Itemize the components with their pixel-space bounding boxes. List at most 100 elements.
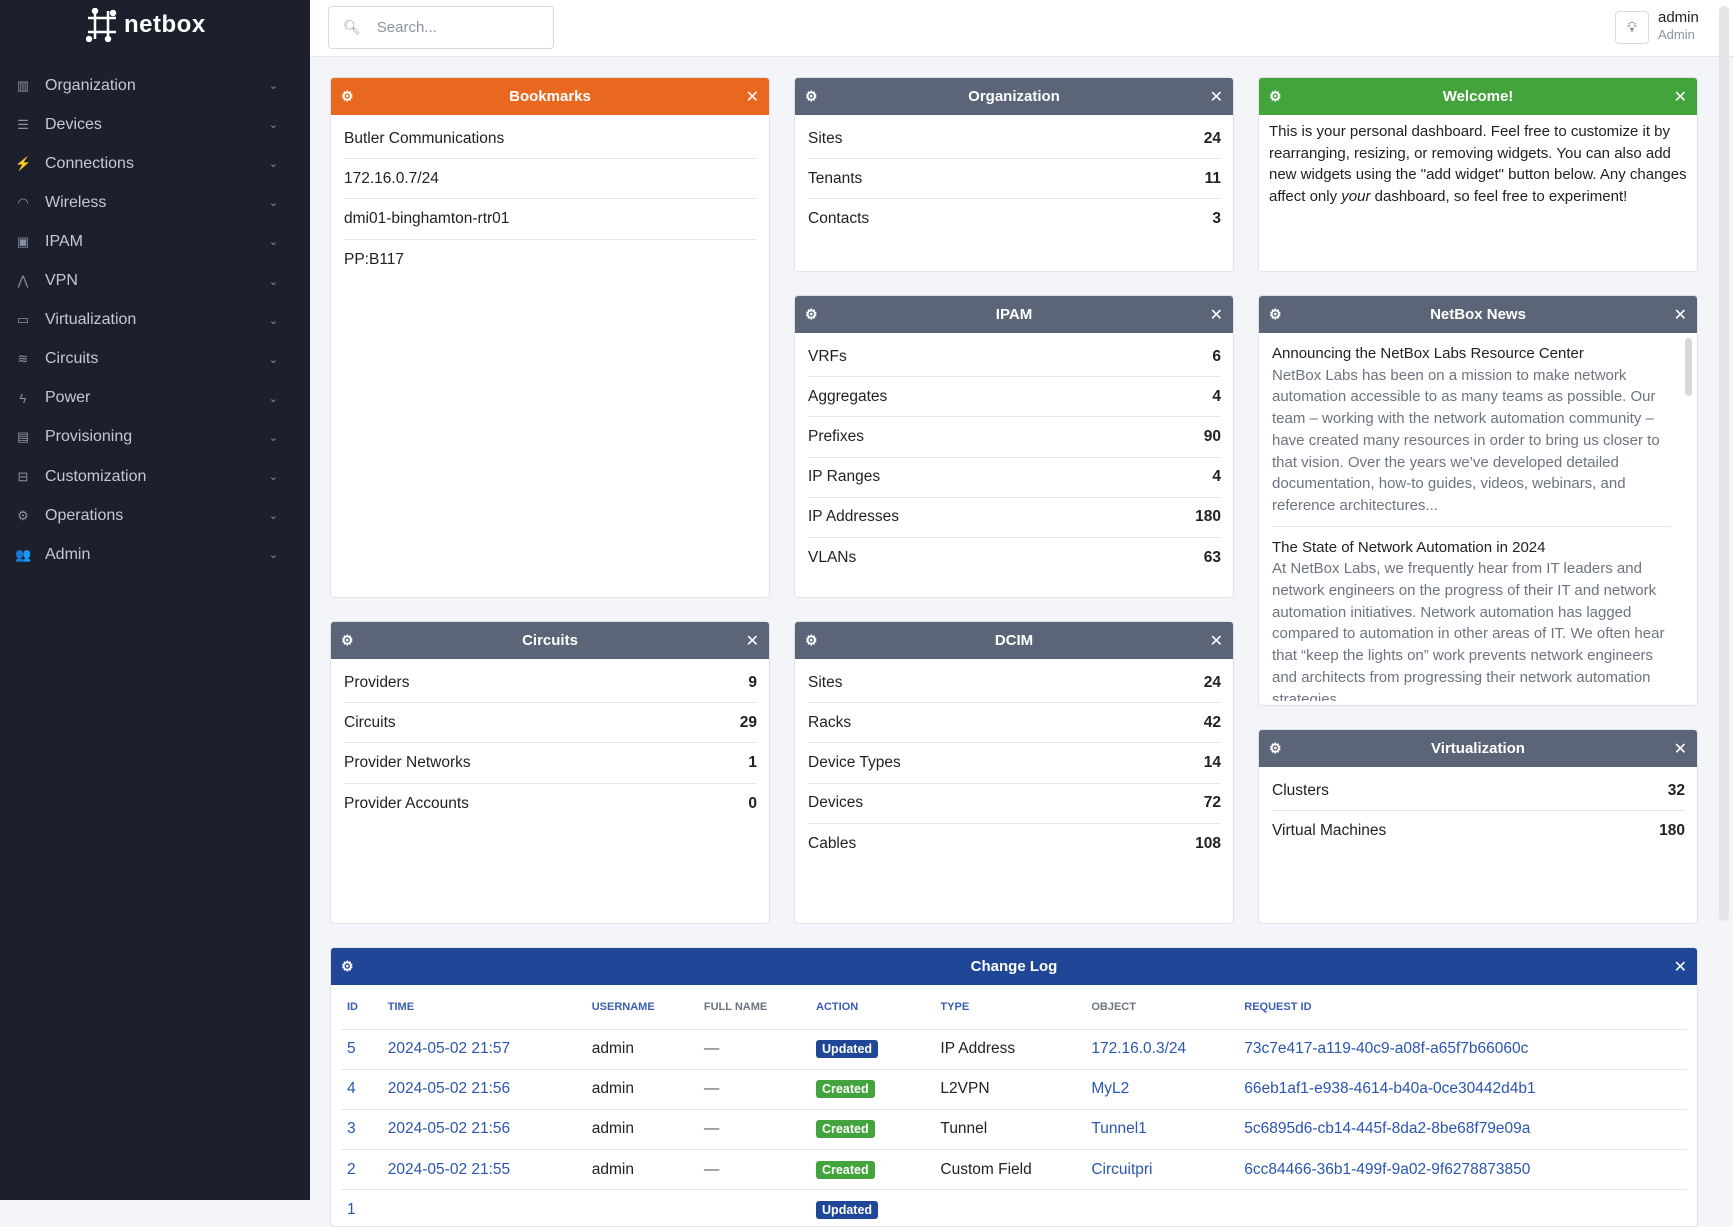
stat-label[interactable]: Provider Accounts	[344, 794, 469, 812]
netbox-logo[interactable]: netbox	[86, 8, 206, 42]
chevron-down-icon[interactable]: ⌄	[268, 275, 278, 288]
table-row[interactable]: 2 2024-05-02 21:55 admin — Created Custom Fie…	[341, 1149, 1687, 1191]
sidebar-item-ipam[interactable]: ▣ IPAM ⌄	[0, 222, 310, 261]
stat-row[interactable]: Tenants 11	[808, 159, 1221, 200]
chevron-down-icon[interactable]: ⌄	[268, 158, 278, 171]
sidebar-item-connections[interactable]: ⚡ Connections ⌄	[0, 144, 310, 183]
gear-icon[interactable]: ⚙	[341, 958, 354, 974]
table-row[interactable]: 5 2024-05-02 21:57 admin — Updated IP Address…	[341, 1029, 1687, 1070]
news-scrollbar[interactable]	[1685, 338, 1692, 396]
stat-label[interactable]: Virtual Machines	[1272, 822, 1387, 840]
widget-header[interactable]: ⚙ Bookmarks ✕	[331, 78, 769, 115]
chevron-down-icon[interactable]: ⌄	[268, 119, 278, 132]
stat-row[interactable]: Aggregates 4	[808, 377, 1221, 418]
cell-request-id[interactable]: 6cc84466-36b1-499f-9a02-9f6278873850	[1238, 1149, 1687, 1191]
stat-label[interactable]: Circuits	[344, 713, 396, 731]
cell-time[interactable]: 2024-05-02 21:56	[381, 1109, 586, 1151]
cell-object[interactable]: Tunnel1	[1085, 1109, 1239, 1151]
cell-time[interactable]: 2024-05-02 21:56	[381, 1069, 586, 1110]
stat-row[interactable]: IP Ranges 4	[808, 458, 1221, 498]
cell-id[interactable]: 2	[341, 1149, 382, 1191]
cell-time[interactable]: 2024-05-02 21:55	[381, 1149, 586, 1191]
bookmark-item[interactable]: 172.16.0.7/24	[344, 159, 757, 200]
stat-label[interactable]: Device Types	[808, 753, 901, 771]
stat-label[interactable]: Sites	[808, 129, 843, 147]
stat-label[interactable]: Providers	[344, 673, 410, 691]
sidebar-item-organization[interactable]: ▥ Organization ⌄	[0, 66, 310, 105]
cell-time[interactable]	[381, 1189, 586, 1226]
stat-row[interactable]: Racks 42	[808, 703, 1221, 744]
cell-request-id[interactable]	[1238, 1189, 1687, 1226]
stat-row[interactable]: Sites 24	[808, 119, 1221, 160]
chevron-down-icon[interactable]: ⌄	[268, 549, 278, 562]
chevron-down-icon[interactable]: ⌄	[268, 197, 278, 210]
news-title[interactable]: Announcing the NetBox Labs Resource Cent…	[1272, 345, 1584, 362]
search-input[interactable]: 🔍︎ Search...	[328, 6, 554, 49]
close-icon[interactable]: ✕	[1673, 306, 1687, 324]
sidebar-item-customization[interactable]: ⊟ Customization ⌄	[0, 457, 310, 496]
column-header-time[interactable]: TIME	[381, 985, 586, 1030]
stat-row[interactable]: Contacts 3	[808, 199, 1221, 239]
column-header-id[interactable]: ID	[341, 985, 382, 1030]
cell-time[interactable]: 2024-05-02 21:57	[381, 1029, 586, 1070]
cell-request-id[interactable]: 5c6895d6-cb14-445f-8da2-8be68f79e09a	[1238, 1109, 1687, 1151]
widget-header[interactable]: ⚙ Virtualization ✕	[1259, 730, 1697, 767]
stat-row[interactable]: Provider Accounts 0	[344, 784, 757, 824]
chevron-down-icon[interactable]: ⌄	[268, 471, 278, 483]
news-item[interactable]: The State of Network Automation in 2024 A…	[1272, 537, 1671, 701]
table-row[interactable]: 1 Updated	[341, 1189, 1687, 1226]
widget-header[interactable]: ⚙ Circuits ✕	[331, 622, 769, 659]
gear-icon[interactable]: ⚙	[341, 632, 354, 648]
stat-label[interactable]: VLANs	[808, 549, 857, 567]
bookmark-item[interactable]: PP:B117	[344, 240, 757, 280]
stat-row[interactable]: VRFs 6	[808, 337, 1221, 378]
bookmark-link[interactable]: 172.16.0.7/24	[344, 169, 439, 187]
bookmark-link[interactable]: Butler Communications	[344, 129, 505, 147]
bookmark-link[interactable]: PP:B117	[344, 250, 405, 268]
stat-label[interactable]: Devices	[808, 794, 864, 812]
theme-toggle-button[interactable]: 💡︎	[1615, 11, 1649, 44]
column-header-full-name[interactable]: FULL NAME	[697, 985, 811, 1030]
bookmark-item[interactable]: dmi01-binghamton-rtr01	[344, 199, 757, 240]
gear-icon[interactable]: ⚙	[805, 632, 818, 648]
page-scrollbar[interactable]	[1719, 6, 1729, 921]
sidebar-item-provisioning[interactable]: ▤ Provisioning ⌄	[0, 418, 310, 457]
stat-row[interactable]: Device Types 14	[808, 743, 1221, 784]
chevron-down-icon[interactable]: ⌄	[268, 353, 278, 366]
column-header-object[interactable]: OBJECT	[1085, 985, 1239, 1030]
stat-row[interactable]: Sites 24	[808, 663, 1221, 704]
widget-header[interactable]: ⚙ DCIM ✕	[795, 622, 1233, 659]
sidebar-item-devices[interactable]: ☰ Devices ⌄	[0, 105, 310, 144]
chevron-down-icon[interactable]: ⌄	[268, 314, 278, 327]
stat-row[interactable]: Clusters 32	[1272, 771, 1685, 812]
cell-object[interactable]	[1085, 1189, 1239, 1226]
gear-icon[interactable]: ⚙	[1269, 306, 1282, 322]
cell-id[interactable]: 5	[341, 1029, 382, 1070]
stat-row[interactable]: Prefixes 90	[808, 417, 1221, 458]
table-row[interactable]: 4 2024-05-02 21:56 admin — Created L2VPN MyL2 6…	[341, 1069, 1687, 1110]
bookmark-item[interactable]: Butler Communications	[344, 119, 757, 160]
cell-id[interactable]: 1	[341, 1189, 382, 1226]
widget-header[interactable]: ⚙ Welcome! ✕	[1259, 78, 1697, 115]
widget-header[interactable]: ⚙ Change Log ✕	[331, 948, 1697, 985]
stat-label[interactable]: Clusters	[1272, 781, 1329, 799]
column-header-request-id[interactable]: REQUEST ID	[1238, 985, 1687, 1030]
cell-object[interactable]: Circuitpri	[1085, 1149, 1239, 1191]
stat-label[interactable]: Prefixes	[808, 427, 864, 445]
gear-icon[interactable]: ⚙	[805, 88, 818, 104]
cell-request-id[interactable]: 66eb1af1-e938-4614-b40a-0ce30442d4b1	[1238, 1069, 1687, 1110]
stat-row[interactable]: Virtual Machines 180	[1272, 811, 1685, 851]
chevron-down-icon[interactable]: ⌄	[268, 392, 278, 405]
widget-header[interactable]: ⚙ NetBox News ✕	[1259, 296, 1697, 333]
news-item[interactable]: Announcing the NetBox Labs Resource Cent…	[1272, 343, 1671, 527]
column-header-type[interactable]: TYPE	[934, 985, 1086, 1030]
stat-label[interactable]: Sites	[808, 673, 843, 691]
close-icon[interactable]: ✕	[1209, 306, 1223, 324]
stat-label[interactable]: Tenants	[808, 169, 863, 187]
sidebar-item-operations[interactable]: ⚙ Operations ⌄	[0, 496, 310, 535]
stat-label[interactable]: Racks	[808, 713, 852, 731]
gear-icon[interactable]: ⚙	[1269, 88, 1282, 104]
stat-label[interactable]: IP Ranges	[808, 468, 881, 486]
cell-request-id[interactable]: 73c7e417-a119-40c9-a08f-a65f7b66060c	[1238, 1029, 1687, 1070]
stat-label[interactable]: Contacts	[808, 210, 870, 228]
